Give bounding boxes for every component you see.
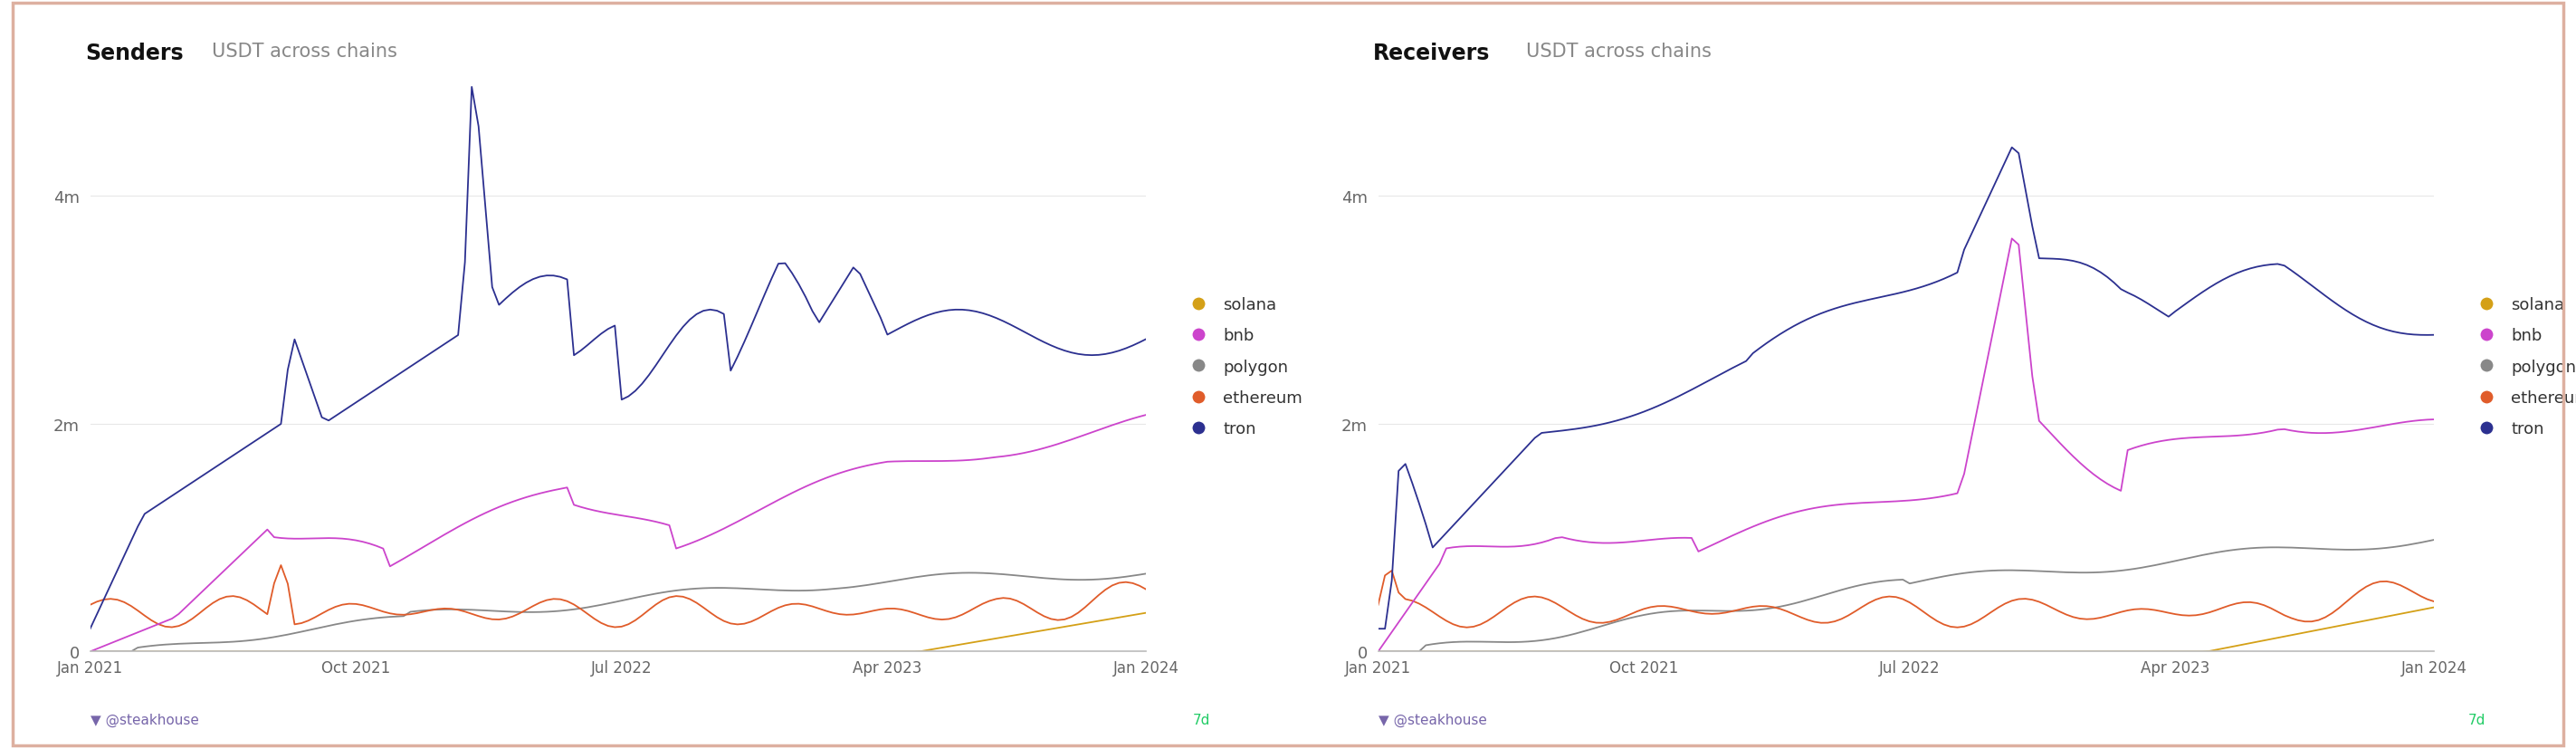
Text: USDT across chains: USDT across chains bbox=[211, 43, 397, 61]
Legend: solana, bnb, polygon, ethereum, tron: solana, bnb, polygon, ethereum, tron bbox=[1175, 291, 1309, 443]
Text: Senders: Senders bbox=[85, 43, 183, 64]
Text: 7d: 7d bbox=[1193, 713, 1211, 727]
Text: Receivers: Receivers bbox=[1373, 43, 1489, 64]
Text: ▼ @steakhouse: ▼ @steakhouse bbox=[1378, 713, 1486, 727]
Text: 7d: 7d bbox=[2468, 713, 2486, 727]
Text: USDT across chains: USDT across chains bbox=[1525, 43, 1710, 61]
Legend: solana, bnb, polygon, ethereum, tron: solana, bnb, polygon, ethereum, tron bbox=[2463, 291, 2576, 443]
Text: ▼ @steakhouse: ▼ @steakhouse bbox=[90, 713, 198, 727]
